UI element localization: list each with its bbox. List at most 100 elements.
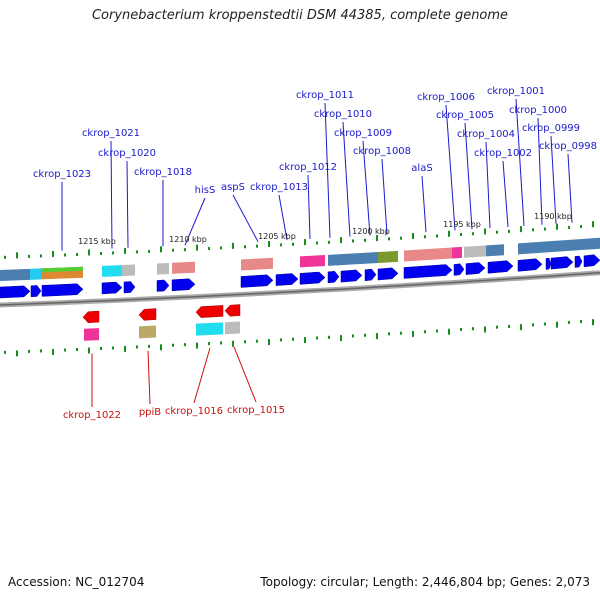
forward-gene-label: alaS [411, 163, 432, 174]
forward-callout-line [445, 104, 456, 231]
forward-cog-bar [464, 245, 486, 258]
reverse-gene-label: ckrop_1022 [63, 410, 121, 421]
scale-label: 1190 kbp [534, 212, 572, 221]
forward-cds-arrow [574, 255, 583, 268]
forward-callout-line [381, 158, 388, 235]
forward-cog-bar [518, 237, 600, 255]
forward-cog-bar [157, 262, 169, 275]
accession-text: Accession: NC_012704 [8, 575, 145, 589]
forward-gene-label: ckrop_1012 [279, 162, 337, 173]
forward-callout-line [567, 153, 573, 223]
forward-cds-arrow [41, 283, 84, 297]
reverse-callout-line [193, 347, 211, 404]
forward-gene-label: ckrop_1001 [487, 86, 545, 97]
reverse-callout-line [147, 350, 151, 405]
forward-gene-label: ckrop_1000 [509, 105, 567, 116]
forward-callout-line [232, 194, 259, 242]
forward-gene-label: ckrop_0998 [539, 141, 597, 152]
forward-cds-arrow [545, 257, 552, 270]
scale-label: 1205 kbp [258, 232, 296, 241]
reverse-callout-line [233, 346, 257, 403]
forward-cog-bar [328, 252, 378, 266]
genome-summary-text: Topology: circular; Length: 2,446,804 bp… [260, 575, 590, 589]
map-title: Corynebacterium kroppenstedtii DSM 44385… [91, 8, 509, 23]
forward-gene-label: ckrop_1002 [474, 148, 532, 159]
scale-ticks [4, 221, 594, 357]
forward-cds-arrow [403, 264, 453, 279]
forward-cds-arrow [453, 263, 465, 276]
reverse-gene-label: ckrop_1015 [227, 405, 285, 416]
forward-cds-arrow [517, 258, 543, 272]
forward-cds-arrow [171, 278, 196, 292]
forward-callout-line [515, 98, 525, 226]
forward-gene-label: aspS [221, 182, 245, 193]
reverse-cds-arrow [138, 308, 157, 321]
reverse-cog-bars [84, 321, 240, 341]
forward-callout-line [110, 140, 113, 249]
forward-gene-label: ckrop_1009 [334, 128, 392, 139]
forward-cds-arrow [240, 274, 274, 288]
forward-cds-arrow [299, 271, 326, 285]
forward-callout-line [184, 197, 206, 246]
scale-label: 1215 kbp [78, 237, 116, 246]
forward-cog-bar [0, 268, 30, 281]
forward-gene-label: ckrop_1008 [353, 146, 411, 157]
forward-cds-arrow [275, 273, 299, 286]
scale-label: 1200 kbp [352, 227, 390, 236]
forward-callout-line [485, 141, 491, 229]
forward-cog-bar [452, 246, 462, 259]
forward-callout-line [550, 135, 557, 224]
forward-gene-label: ckrop_1004 [457, 129, 515, 140]
forward-cds-arrow [30, 285, 42, 298]
forward-cds-arrow [550, 256, 574, 270]
forward-gene-label: ckrop_1011 [296, 90, 354, 101]
forward-cog-bar [486, 244, 504, 257]
forward-gene-label: ckrop_1020 [98, 148, 156, 159]
backbone-edge [0, 271, 600, 306]
forward-callout-line [537, 117, 543, 225]
forward-cog-bar [102, 265, 122, 277]
forward-cds-arrow [327, 270, 340, 284]
forward-cog-bar [41, 266, 83, 273]
forward-gene-label: ckrop_1010 [314, 109, 372, 120]
forward-gene-label: ckrop_1005 [436, 110, 494, 121]
reverse-cog-bar [225, 321, 240, 335]
forward-callout-line [362, 140, 371, 236]
forward-cog-bar [172, 261, 195, 274]
reverse-gene-label: ppiB [139, 407, 161, 418]
scale-label: 1210 kbp [169, 235, 207, 244]
reverse-cog-bar [84, 328, 99, 341]
forward-callout-line [324, 102, 331, 238]
forward-cds-arrow [0, 285, 31, 299]
forward-gene-label: ckrop_1023 [33, 169, 91, 180]
reverse-cds-arrow [224, 304, 241, 317]
forward-cds-arrow [364, 268, 377, 282]
forward-cds-arrow [101, 281, 123, 295]
forward-callout-line [307, 174, 311, 239]
forward-gene-label: hisS [195, 185, 216, 196]
forward-cog-bar [404, 247, 452, 262]
forward-callout-line [421, 175, 427, 233]
reverse-cds-arrows [82, 304, 241, 323]
reverse-cog-bar [139, 325, 156, 339]
forward-cog-bar [241, 257, 273, 271]
forward-cog-bar [378, 250, 398, 264]
forward-gene-label: ckrop_1021 [82, 128, 140, 139]
gene-callouts: ckrop_1023 ckrop_1021 ckrop_1020 ckrop_1018… [33, 86, 597, 421]
forward-gene-label: ckrop_1018 [134, 167, 192, 178]
scale-labels: 1215 kbp 1210 kbp 1205 kbp 1200 kbp 1195 kbp… [78, 212, 572, 246]
forward-cds-arrow [583, 254, 600, 268]
forward-cds-arrow [123, 281, 136, 294]
forward-cds-arrow [156, 279, 170, 292]
forward-gene-label: ckrop_1013 [250, 182, 308, 193]
forward-cog-bars [0, 237, 600, 281]
forward-cog-bar [122, 264, 135, 277]
forward-cds-arrow [487, 260, 514, 274]
reverse-cds-arrow [82, 310, 100, 323]
forward-callout-line [126, 160, 129, 248]
forward-callout-line [278, 194, 288, 241]
genome-backbone [0, 270, 600, 308]
forward-cds-arrows [0, 254, 600, 299]
forward-cds-arrow [340, 269, 363, 283]
